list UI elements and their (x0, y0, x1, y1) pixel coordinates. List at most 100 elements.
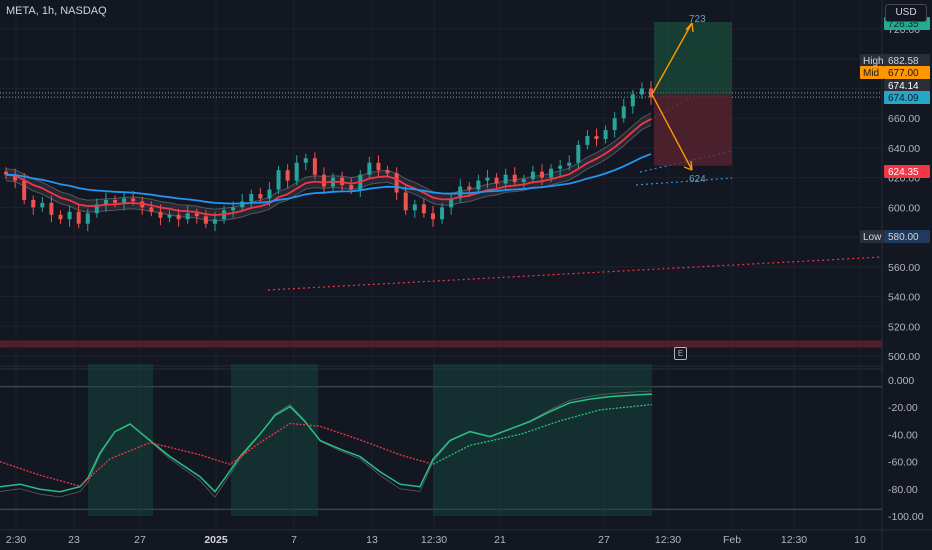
candle-body (512, 174, 517, 183)
candle-body (412, 204, 417, 211)
price-tick: 520.00 (888, 321, 920, 333)
candle-body (421, 204, 426, 214)
candle-body (240, 201, 245, 208)
candle-body (494, 177, 499, 184)
stop-arrowhead (683, 160, 693, 171)
target-price-badge: 726.35 (888, 19, 919, 30)
candle-body (440, 207, 445, 220)
candle-body (113, 199, 118, 203)
candle-body (303, 158, 308, 163)
candle-body (549, 168, 554, 178)
candle-body (630, 94, 635, 107)
candle-body (40, 202, 45, 208)
candle-body (485, 177, 490, 181)
time-tick: Feb (723, 534, 741, 546)
candle-body (639, 88, 644, 95)
last-price-badge-bg (884, 79, 930, 92)
candle-body (13, 174, 18, 181)
price-tick: 500.00 (888, 351, 920, 363)
osc-overbought-zone (231, 364, 318, 516)
candle-body (594, 136, 599, 139)
target-arrow (651, 22, 693, 95)
candle-body (85, 213, 90, 224)
candle-body (31, 199, 36, 208)
candle-body (530, 171, 535, 180)
ema-band (6, 113, 651, 221)
candle-body (249, 193, 254, 202)
resistance-band (0, 340, 882, 348)
candle-body (94, 204, 99, 214)
high-label-bg (860, 54, 884, 67)
mid-label-bg (860, 66, 884, 79)
time-tick: 21 (494, 534, 506, 546)
candle-body (294, 162, 299, 181)
osc-overbought-zone (433, 364, 652, 516)
low-label-bg (860, 230, 884, 243)
candle-body (185, 213, 190, 220)
osc-tick: -80.00 (888, 484, 918, 496)
mid-label: Mid (863, 68, 879, 79)
ema-band-upper (5, 112, 652, 210)
candle-body (321, 174, 326, 187)
earnings-badge[interactable]: E (674, 347, 687, 360)
candle-body (449, 198, 454, 208)
candle-body (103, 199, 108, 205)
osc-slow-line-down (0, 422, 434, 487)
candle-body (312, 158, 317, 175)
candle-body (131, 198, 136, 202)
candle-body (267, 189, 272, 199)
stop-arrow (651, 94, 693, 171)
ema-slow-line (5, 153, 652, 205)
time-tick: 23 (68, 534, 80, 546)
time-tick: 10 (854, 534, 866, 546)
candle-body (430, 213, 435, 220)
candle-body (49, 202, 54, 215)
target-label: 723 (689, 14, 706, 25)
trendline-support (267, 256, 883, 291)
candle-body (22, 180, 27, 200)
trendline-channel (639, 150, 733, 173)
candle-body (167, 214, 172, 218)
low-label: Low (863, 232, 882, 243)
time-tick: 12:30 (655, 534, 681, 546)
symbol-title[interactable]: META, 1h, NASDAQ (6, 5, 107, 17)
candle-body (285, 170, 290, 181)
candle-body (122, 198, 127, 203)
currency-button[interactable]: USD (885, 4, 927, 22)
candle-body (4, 171, 8, 175)
candle-body (212, 219, 217, 224)
high-price-badge-bg (884, 54, 930, 67)
ema-fast-line (5, 118, 652, 217)
candle-body (349, 185, 354, 190)
candle-body (58, 214, 63, 220)
mid-price-badge: 677.00 (888, 68, 919, 79)
price-tick: 540.00 (888, 292, 920, 304)
osc-fast-line (0, 393, 653, 493)
time-tick: 2025 (204, 534, 228, 546)
projection-tool: 723 624 (651, 14, 732, 185)
time-tick: 2:30 (6, 534, 27, 546)
high-price-badge: 682.58 (888, 56, 919, 67)
low-price-badge-bg (884, 230, 930, 243)
candle-body (612, 118, 617, 131)
target-zone (654, 22, 732, 95)
osc-tick: -40.00 (888, 429, 918, 441)
osc-tick: -20.00 (888, 402, 918, 414)
candle-body (158, 211, 163, 218)
candle-body (521, 179, 526, 183)
time-tick: 13 (366, 534, 378, 546)
candle-body (76, 211, 81, 224)
trendline-ema-projection (635, 177, 733, 186)
candle-body (258, 193, 263, 199)
low-price-badge: 580.00 (888, 232, 919, 243)
candle-body (394, 173, 399, 193)
candle-body (467, 186, 472, 190)
candle-body (276, 170, 281, 190)
candle-body (367, 162, 372, 175)
candle-body (376, 162, 381, 171)
candle-body (231, 207, 236, 211)
time-tick: 27 (598, 534, 610, 546)
candle-body (621, 106, 626, 119)
time-tick: 12:30 (421, 534, 447, 546)
